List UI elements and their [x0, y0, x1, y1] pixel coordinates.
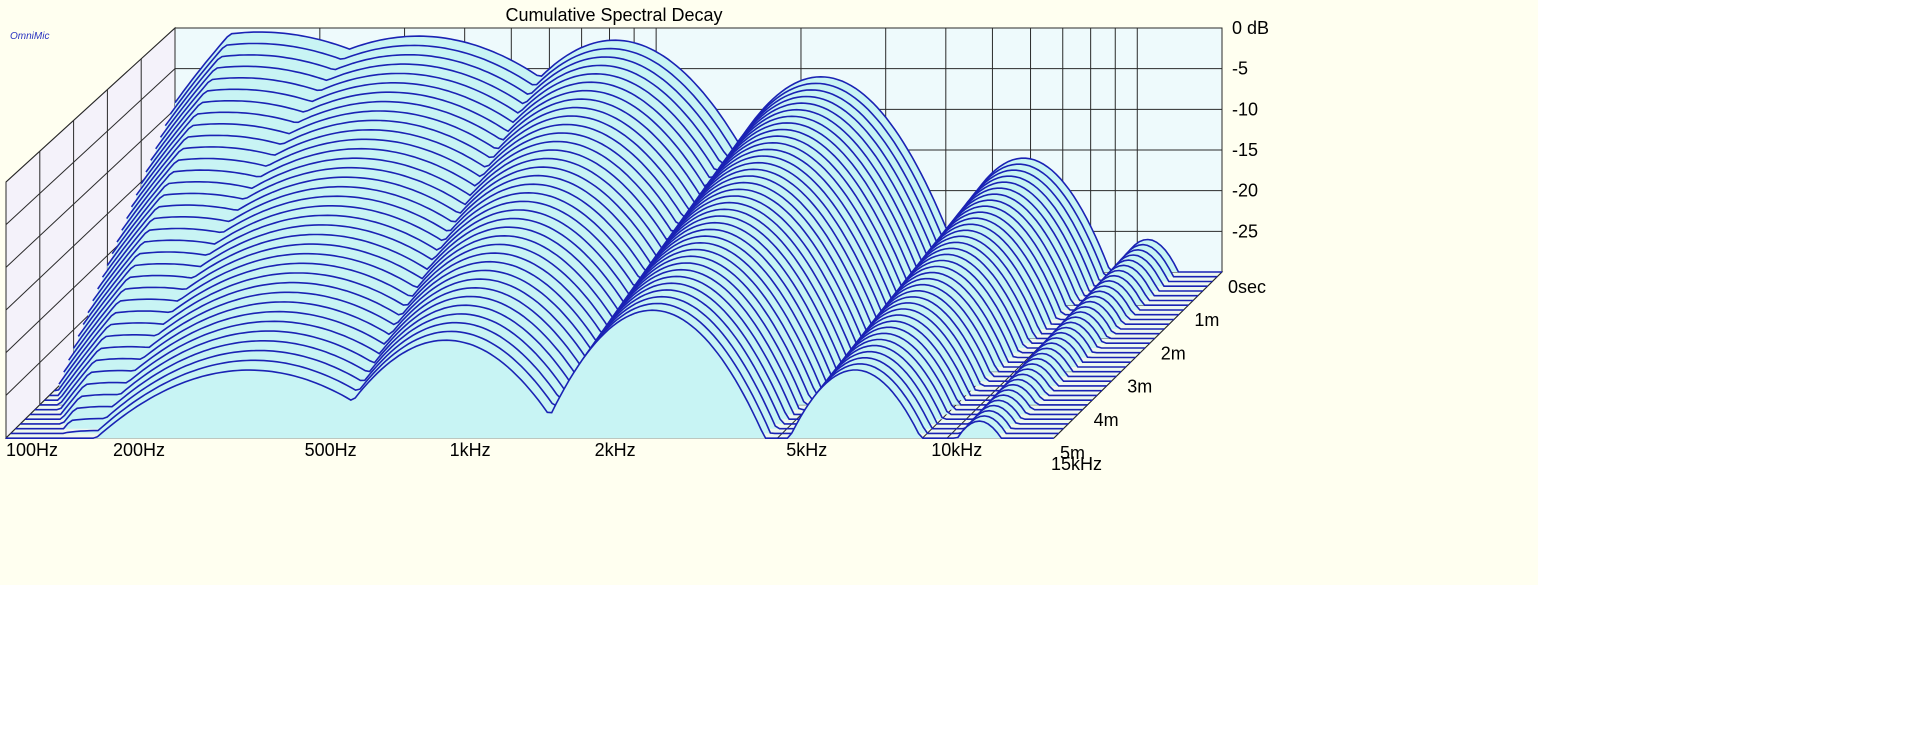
- decay-slice-line: [130, 115, 1179, 316]
- decay-slice-line: [30, 275, 1078, 416]
- y-tick-label: -25: [1232, 221, 1258, 241]
- decay-slice-line: [39, 262, 1088, 406]
- y-tick-label: -20: [1232, 181, 1258, 201]
- decay-slice-line: [92, 183, 1141, 354]
- y-tick-label: -10: [1232, 99, 1258, 119]
- decay-slice-line: [63, 228, 1112, 383]
- decay-slice-line: [145, 89, 1194, 302]
- axis-labels: 100Hz 200Hz 500Hz 1kHz 2kHz 5kHz 10kHz 15kHz 0 d…: [6, 18, 1269, 474]
- decay-slice-line: [164, 53, 1213, 283]
- decay-slice-line: [54, 241, 1102, 392]
- decay-slice-line: [135, 106, 1184, 311]
- decay-slice-line: [174, 31, 1222, 273]
- app-label: OmniMic: [10, 31, 49, 42]
- decay-slice-line: [150, 81, 1198, 297]
- z-tick-label: 3m: [1127, 377, 1152, 397]
- z-tick-label: 0sec: [1228, 277, 1266, 297]
- decay-slice-line: [111, 149, 1160, 335]
- x-tick-label: 1kHz: [450, 440, 491, 460]
- x-tick-label: 2kHz: [595, 440, 636, 460]
- decay-slice-line: [116, 140, 1165, 330]
- decay-slice-line: [82, 200, 1131, 364]
- x-tick-label: 10kHz: [931, 440, 982, 460]
- decay-slice-line: [72, 215, 1122, 374]
- decay-slice-line: [5, 309, 1054, 440]
- z-tick-label: 5m: [1060, 443, 1085, 463]
- decay-slice-line: [10, 302, 1059, 435]
- decay-slice-line: [87, 191, 1136, 359]
- grid-line-wall-db: [5, 108, 176, 268]
- z-tick-label: 2m: [1161, 343, 1186, 363]
- grid-line-wall-db: [5, 68, 176, 226]
- decay-slice-line: [159, 63, 1208, 288]
- y-tick-label: 0 dB: [1232, 18, 1269, 38]
- decay-slice: [5, 309, 1054, 440]
- decay-slice-line: [140, 98, 1189, 307]
- z-tick-label: 4m: [1094, 410, 1119, 430]
- chart-title: Cumulative Spectral Decay: [505, 5, 722, 25]
- decay-slice-line: [58, 235, 1107, 387]
- x-tick-label: 200Hz: [113, 440, 165, 460]
- decay-slice-line: [106, 157, 1155, 340]
- z-tick-label: 1m: [1194, 310, 1219, 330]
- decay-slice-line: [20, 289, 1069, 425]
- decay-slice-line: [25, 282, 1074, 421]
- decay-slice-line: [155, 72, 1203, 292]
- waterfall-chart: 100Hz 200Hz 500Hz 1kHz 2kHz 5kHz 10kHz 15kHz 0 d…: [4, 5, 1269, 474]
- x-tick-label: 500Hz: [305, 440, 357, 460]
- decay-slice-line: [126, 123, 1174, 321]
- y-tick-label: -5: [1232, 59, 1248, 79]
- decay-slices: [5, 31, 1222, 440]
- x-tick-label: 15kHz: [1051, 454, 1102, 474]
- decay-slice-line: [169, 42, 1218, 278]
- decay-slice-fill: [5, 310, 1054, 439]
- plot-panel: 100Hz 200Hz 500Hz 1kHz 2kHz 5kHz 10kHz 15kHz 0 d…: [0, 0, 1538, 585]
- decay-slice-line: [49, 248, 1098, 397]
- decay-slice-line: [101, 166, 1150, 345]
- x-tick-label: 100Hz: [6, 440, 58, 460]
- decay-slice-line: [44, 255, 1093, 402]
- decay-slice-line: [34, 268, 1083, 411]
- decay-slice-line: [68, 221, 1117, 378]
- decay-slice-line: [15, 295, 1064, 430]
- decay-slice-line: [77, 208, 1126, 369]
- grid-line-wall-db: [5, 27, 176, 183]
- decay-slice-line: [97, 174, 1146, 349]
- decay-slice-line: [121, 132, 1170, 326]
- x-tick-label: 5kHz: [786, 440, 827, 460]
- y-tick-label: -15: [1232, 140, 1258, 160]
